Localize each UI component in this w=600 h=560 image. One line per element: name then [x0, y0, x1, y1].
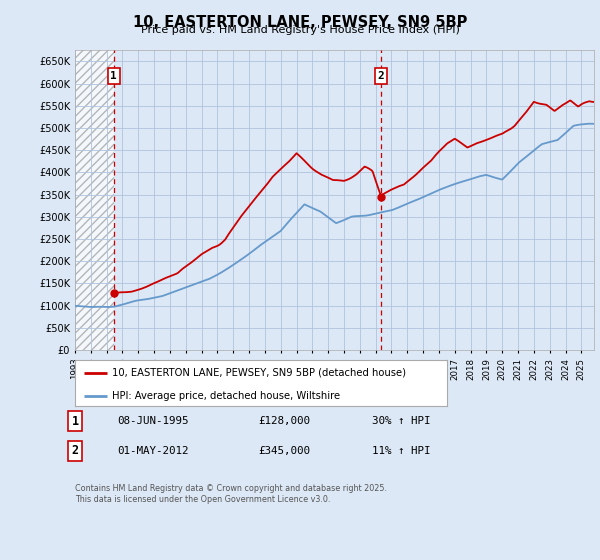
Polygon shape [75, 50, 114, 350]
Text: 10, EASTERTON LANE, PEWSEY, SN9 5BP: 10, EASTERTON LANE, PEWSEY, SN9 5BP [133, 15, 467, 30]
Text: 01-MAY-2012: 01-MAY-2012 [117, 446, 188, 456]
Text: Contains HM Land Registry data © Crown copyright and database right 2025.
This d: Contains HM Land Registry data © Crown c… [75, 484, 387, 504]
Text: 11% ↑ HPI: 11% ↑ HPI [372, 446, 431, 456]
Text: 2: 2 [377, 71, 384, 81]
Text: 08-JUN-1995: 08-JUN-1995 [117, 416, 188, 426]
Text: £128,000: £128,000 [258, 416, 310, 426]
Text: HPI: Average price, detached house, Wiltshire: HPI: Average price, detached house, Wilt… [112, 391, 340, 401]
Text: 1: 1 [110, 71, 117, 81]
Text: 1: 1 [71, 414, 79, 428]
Text: Price paid vs. HM Land Registry's House Price Index (HPI): Price paid vs. HM Land Registry's House … [140, 25, 460, 35]
Text: 2: 2 [71, 444, 79, 458]
Text: 30% ↑ HPI: 30% ↑ HPI [372, 416, 431, 426]
Text: £345,000: £345,000 [258, 446, 310, 456]
Text: 10, EASTERTON LANE, PEWSEY, SN9 5BP (detached house): 10, EASTERTON LANE, PEWSEY, SN9 5BP (det… [112, 368, 406, 378]
